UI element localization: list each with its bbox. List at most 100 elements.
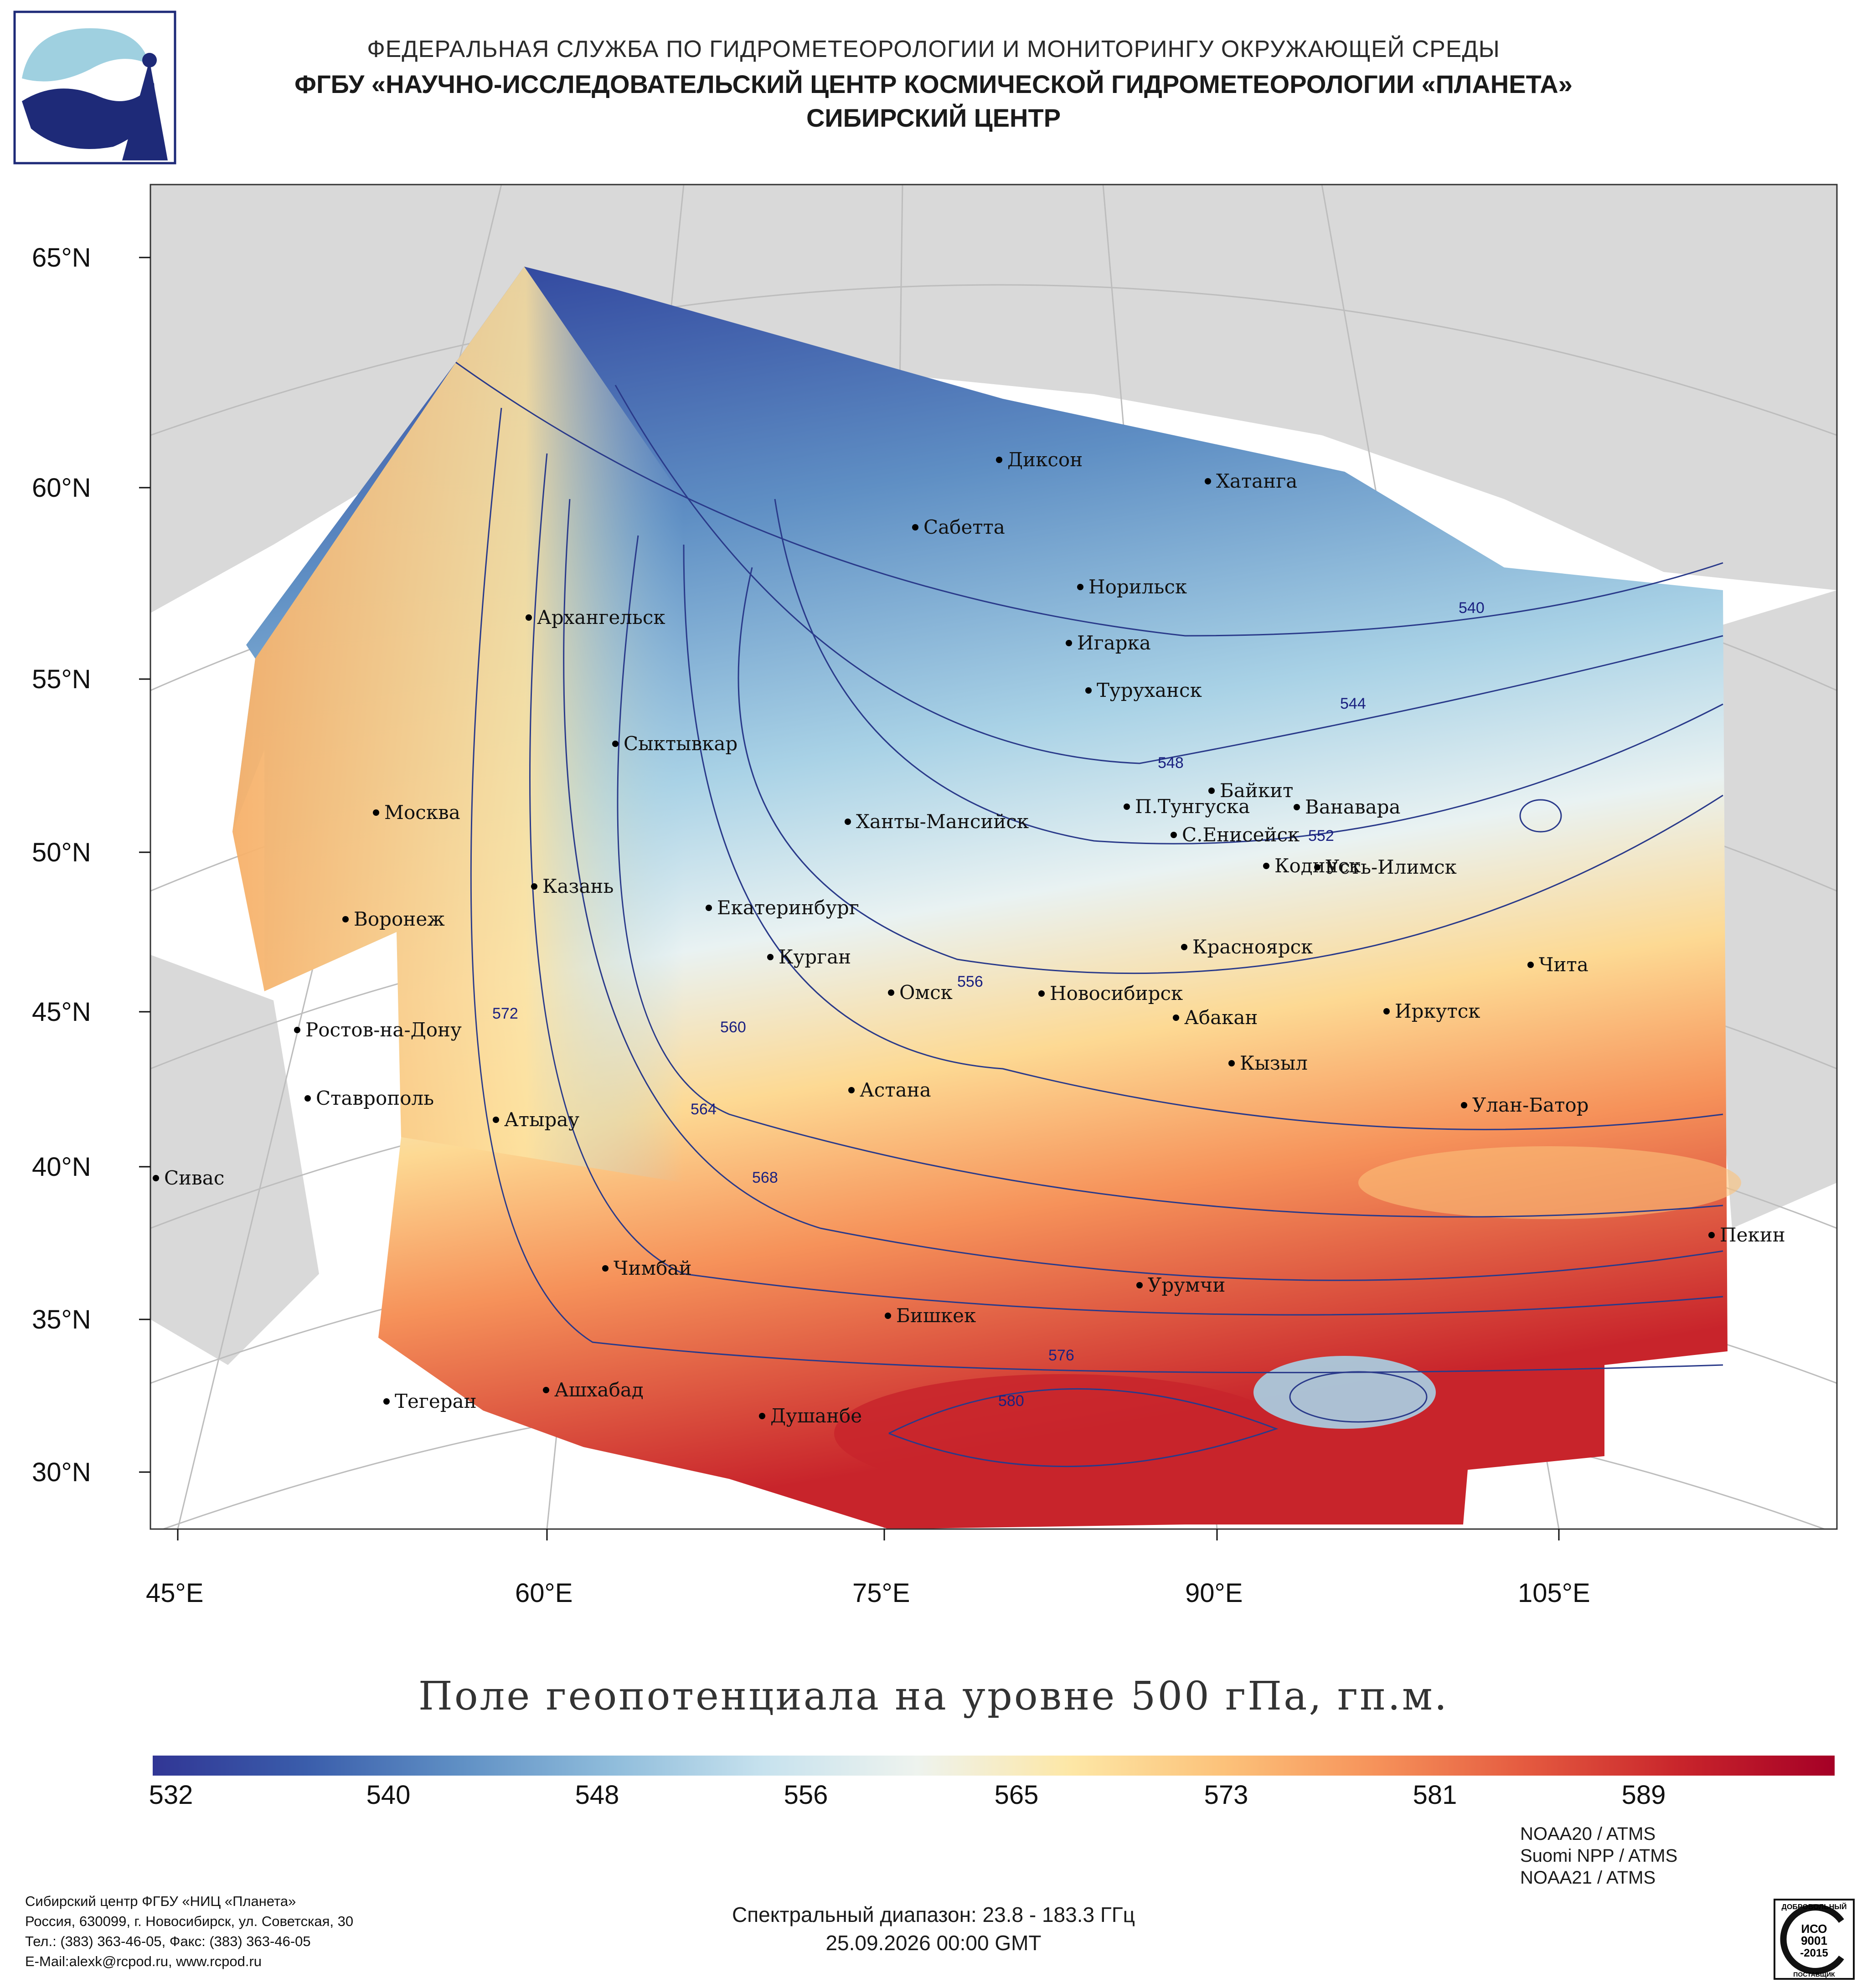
svg-text:Хатанга: Хатанга: [1216, 470, 1297, 492]
city-chita: Чита: [1527, 953, 1588, 976]
footer-org: Сибирский центр ФГБУ «НИЦ «Планета»: [25, 1893, 296, 1909]
svg-text:Норильск: Норильск: [1088, 576, 1187, 598]
svg-text:Байкит: Байкит: [1220, 779, 1293, 802]
map-border: [150, 184, 1838, 1530]
lon-label: 60°E: [515, 1578, 572, 1608]
city-kyzyl: Кызыл: [1228, 1052, 1308, 1074]
lat-ticks: [139, 257, 150, 1473]
city-sivas: Сивас: [153, 1167, 224, 1189]
city-rostov: Ростов-на-Дону: [294, 1019, 462, 1041]
svg-text:Ростов-на-Дону: Ростов-на-Дону: [305, 1019, 462, 1041]
svg-text:Казань: Казань: [542, 875, 614, 897]
lat-labels: 65°N 60°N 55°N 50°N 45°N 40°N 35°N 30°N: [32, 243, 91, 1487]
footer-address: Россия, 630099, г. Новосибирск, ул. Сове…: [25, 1913, 354, 1929]
colorbar-tick: 556: [784, 1780, 828, 1810]
city-ashkhabad: Ашхабад: [543, 1379, 644, 1401]
svg-text:Атырау: Атырау: [504, 1108, 579, 1131]
svg-text:ДОБРОВОЛЬНЫЙ: ДОБРОВОЛЬНЫЙ: [1782, 1902, 1847, 1911]
colorbar-tick: 540: [366, 1780, 411, 1810]
city-igarka: Игарка: [1066, 632, 1151, 654]
svg-text:Чимбай: Чимбай: [614, 1257, 691, 1279]
svg-text:Тегеран: Тегеран: [395, 1390, 477, 1412]
lat-label: 40°N: [32, 1152, 91, 1182]
lon-label: 105°E: [1518, 1578, 1590, 1608]
city-krasnoyarsk: Красноярск: [1181, 936, 1313, 958]
footer-meta: Спектральный диапазон: 23.8 - 183.3 ГГц …: [0, 1900, 1867, 1957]
footer-phone: Тел.: (383) 363-46-05, Факс: (383) 363-4…: [25, 1933, 311, 1949]
city-ust-ilimsk: Усть-Илимск: [1314, 856, 1457, 878]
city-tegeran: Тегеран: [383, 1390, 477, 1412]
svg-text:Ванавара: Ванавара: [1305, 796, 1401, 818]
contour-label: 552: [1308, 827, 1334, 845]
contour-labels: 540 544 548 552 556 560 564 568 572 576 …: [492, 599, 1485, 1410]
svg-text:Ашхабад: Ашхабад: [554, 1379, 644, 1401]
spectral-range: Спектральный диапазон: 23.8 - 183.3 ГГц: [732, 1903, 1135, 1926]
contour-label: 556: [957, 973, 983, 990]
city-yekaterinburg: Екатеринбург: [706, 896, 859, 919]
footer-contacts: Сибирский центр ФГБУ «НИЦ «Планета» Росс…: [25, 1891, 353, 1972]
city-kurgan: Курган: [767, 946, 851, 968]
svg-text:Астана: Астана: [860, 1079, 931, 1101]
svg-text:Сабетта: Сабетта: [923, 516, 1005, 538]
svg-text:Диксон: Диксон: [1007, 448, 1083, 471]
lat-label: 55°N: [32, 664, 91, 694]
contour-label: 544: [1340, 695, 1366, 712]
svg-text:Игарка: Игарка: [1077, 632, 1151, 654]
city-voronezh: Воронеж: [342, 908, 445, 930]
colorbar-tick: 532: [149, 1780, 193, 1810]
lat-label: 50°N: [32, 838, 91, 867]
city-arkhangelsk: Архангельск: [526, 606, 665, 628]
city-baikit: Байкит: [1208, 779, 1293, 802]
colorbar-tick: 548: [575, 1780, 619, 1810]
header-center: СИБИРСКИЙ ЦЕНТР: [806, 103, 1061, 132]
city-dikson: Диксон: [996, 448, 1083, 471]
sensor-item: NOAA21 / ATMS: [1520, 1868, 1656, 1888]
city-irkutsk: Иркутск: [1383, 1000, 1480, 1022]
svg-text:Улан-Батор: Улан-Батор: [1472, 1094, 1589, 1116]
lon-label: 75°E: [852, 1578, 910, 1608]
city-norilsk: Норильск: [1077, 576, 1187, 598]
sensor-list: NOAA20 / ATMS Suomi NPP / ATMS NOAA21 / …: [1520, 1823, 1677, 1889]
city-p-tunguska: П.Тунгуска: [1124, 795, 1250, 818]
svg-text:Ставрополь: Ставрополь: [316, 1087, 434, 1109]
city-omsk: Омск: [888, 981, 953, 1004]
planeta-logo-icon: [13, 10, 176, 165]
svg-text:Красноярск: Красноярск: [1192, 936, 1313, 958]
svg-text:Курган: Курган: [779, 946, 851, 968]
svg-text:Чита: Чита: [1539, 953, 1588, 976]
city-moskva: Москва: [373, 801, 460, 824]
city-stavropol: Ставрополь: [304, 1087, 434, 1109]
header-institute: ФГБУ «НАУЧНО-ИССЛЕДОВАТЕЛЬСКИЙ ЦЕНТР КОС…: [294, 70, 1573, 98]
svg-text:Бишкек: Бишкек: [896, 1304, 976, 1327]
city-turukhansk: Туруханск: [1085, 679, 1202, 701]
contour-label: 548: [1158, 754, 1184, 772]
city-abakan: Абакан: [1173, 1006, 1258, 1029]
city-kazan: Казань: [531, 875, 614, 897]
city-khanty-mansiysk: Ханты-Мансийск: [845, 810, 1029, 833]
svg-text:С.Енисейск: С.Енисейск: [1182, 824, 1300, 846]
lon-ticks: [177, 1529, 1560, 1540]
geopotential-field: [232, 267, 1741, 1529]
svg-text:9001: 9001: [1801, 1934, 1827, 1947]
svg-text:Кызыл: Кызыл: [1240, 1052, 1308, 1074]
lat-label: 60°N: [32, 473, 91, 503]
footer-email: E-Mail:alexk@rcpod.ru, www.rcpod.ru: [25, 1953, 262, 1969]
city-chimbay: Чимбай: [602, 1257, 691, 1279]
svg-text:Омск: Омск: [899, 981, 953, 1004]
contour-label: 560: [720, 1019, 746, 1036]
city-astana: Астана: [848, 1079, 931, 1101]
svg-text:ИСО: ИСО: [1801, 1922, 1827, 1936]
svg-text:Архангельск: Архангельск: [537, 606, 665, 628]
lat-label: 35°N: [32, 1305, 91, 1334]
svg-text:Абакан: Абакан: [1184, 1006, 1258, 1029]
svg-text:Усть-Илимск: Усть-Илимск: [1325, 856, 1457, 878]
city-pekin: Пекин: [1708, 1224, 1785, 1246]
lat-label: 65°N: [32, 243, 91, 273]
city-atyrau: Атырау: [493, 1108, 579, 1131]
svg-text:Сивас: Сивас: [164, 1167, 224, 1189]
geopotential-map: 540 544 548 552 556 560 564 568 572 576 …: [32, 184, 1838, 1608]
svg-text:Урумчи: Урумчи: [1148, 1274, 1225, 1296]
lon-label: 90°E: [1185, 1578, 1243, 1608]
svg-text:П.Тунгуска: П.Тунгуска: [1135, 795, 1250, 818]
contour-label: 568: [752, 1169, 778, 1186]
